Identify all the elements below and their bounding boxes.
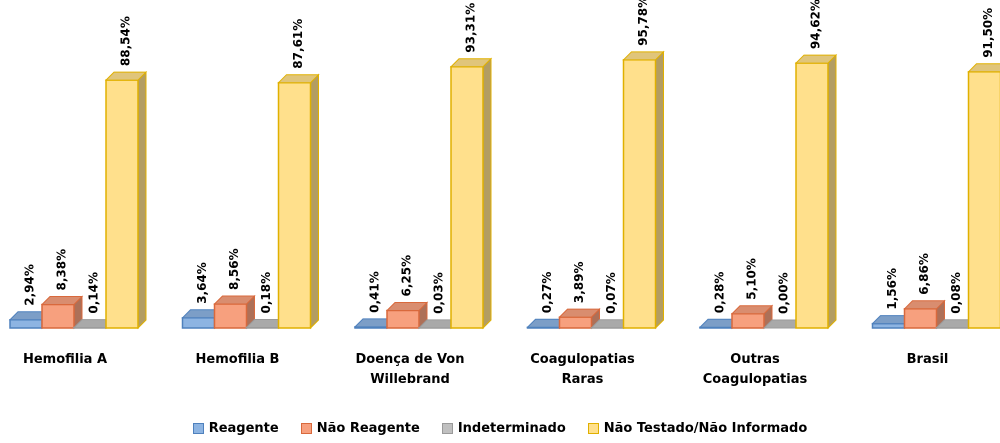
legend-label: Não Testado/Não Informado (603, 421, 808, 436)
data-label: 0,27% (540, 272, 554, 314)
bar-front (181, 317, 216, 329)
data-label: 1,56% (885, 268, 899, 310)
bar-side (655, 50, 664, 330)
data-label: 0,41% (368, 271, 382, 313)
category-label: Coagulopatias Raras (530, 352, 635, 387)
bar-front (622, 59, 657, 329)
bar-side (137, 70, 147, 330)
data-label: 94,62% (809, 0, 823, 49)
bar (967, 63, 1000, 329)
bar (104, 70, 148, 330)
bar-top (730, 305, 774, 315)
category-label: Hemofilia B (195, 352, 280, 367)
bar (622, 50, 665, 330)
data-label: 8,56% (227, 248, 241, 290)
data-label: 0,08% (949, 272, 963, 314)
data-label: 3,89% (572, 261, 586, 303)
legend-label: Não Reagente (316, 421, 420, 436)
data-label: 87,61% (291, 19, 305, 69)
bar-front (41, 303, 75, 329)
data-label: 93,31% (464, 3, 478, 53)
data-label: 95,78% (636, 0, 650, 46)
bar-top (213, 295, 256, 305)
category-label: Outras Coagulopatias (702, 352, 808, 387)
category-label: Brasil (906, 352, 949, 367)
data-label: 5,10% (745, 258, 759, 300)
bar-top (40, 296, 84, 306)
bar-front (903, 308, 938, 329)
bar (794, 53, 838, 330)
legend-swatch (300, 423, 312, 434)
bar-top (104, 71, 148, 81)
data-label: 0,00% (777, 272, 791, 314)
data-label: 6,86% (917, 253, 931, 295)
bar-top (277, 74, 320, 84)
bar-side (482, 57, 492, 330)
legend-item: Não Reagente (300, 421, 420, 436)
bar-front (105, 79, 139, 329)
bar-top (449, 58, 493, 68)
bar-top (903, 300, 946, 310)
bar-front (731, 312, 765, 329)
data-label: 0,03% (432, 272, 446, 314)
data-label: 88,54% (119, 16, 133, 66)
bar-front (9, 319, 43, 329)
data-label: 8,38% (55, 249, 69, 291)
data-label: 0,14% (87, 272, 101, 314)
data-label: 0,28% (713, 272, 727, 314)
legend-label: Indeterminado (457, 421, 566, 436)
bar-front (450, 65, 484, 329)
legend-item: Não Testado/Não Informado (587, 421, 808, 436)
bar-front (558, 316, 593, 329)
data-label: 2,94% (23, 264, 37, 306)
bar-top (385, 302, 429, 311)
bar (903, 299, 946, 330)
bar-top (794, 54, 838, 64)
bar-top (967, 63, 1000, 73)
bar (558, 307, 601, 330)
data-label: 3,64% (195, 262, 209, 304)
data-label: 0,18% (259, 272, 273, 314)
bar-front (795, 62, 829, 329)
data-label: 6,25% (400, 255, 414, 297)
bar (213, 294, 256, 330)
data-label: 0,07% (604, 272, 618, 314)
bar (40, 295, 84, 330)
bar (730, 304, 774, 330)
bar-top (622, 51, 665, 61)
legend-label: Reagente (208, 421, 279, 436)
bar (353, 317, 397, 330)
legend: Reagente Não Reagente Indeterminado Não Tes… (0, 421, 1000, 436)
legend-item: Reagente (192, 421, 279, 436)
bar-side (827, 53, 837, 330)
legend-swatch (441, 423, 453, 434)
category-label: Hemofilia A (22, 352, 108, 367)
legend-swatch (587, 423, 599, 434)
bar (277, 73, 320, 330)
legend-swatch (192, 423, 204, 434)
bar-front (277, 81, 312, 329)
bar-front (213, 303, 248, 329)
bar-side (310, 73, 319, 330)
bar-front (871, 322, 906, 329)
bar-top (558, 308, 601, 318)
data-label: 91,50% (981, 8, 995, 58)
legend-item: Indeterminado (441, 421, 566, 436)
bar (590, 318, 633, 330)
bar (385, 301, 429, 330)
bar (449, 57, 493, 330)
bar-front (386, 309, 420, 329)
category-label: Doença de Von Willebrand (355, 352, 465, 387)
bar-front (967, 71, 1000, 329)
